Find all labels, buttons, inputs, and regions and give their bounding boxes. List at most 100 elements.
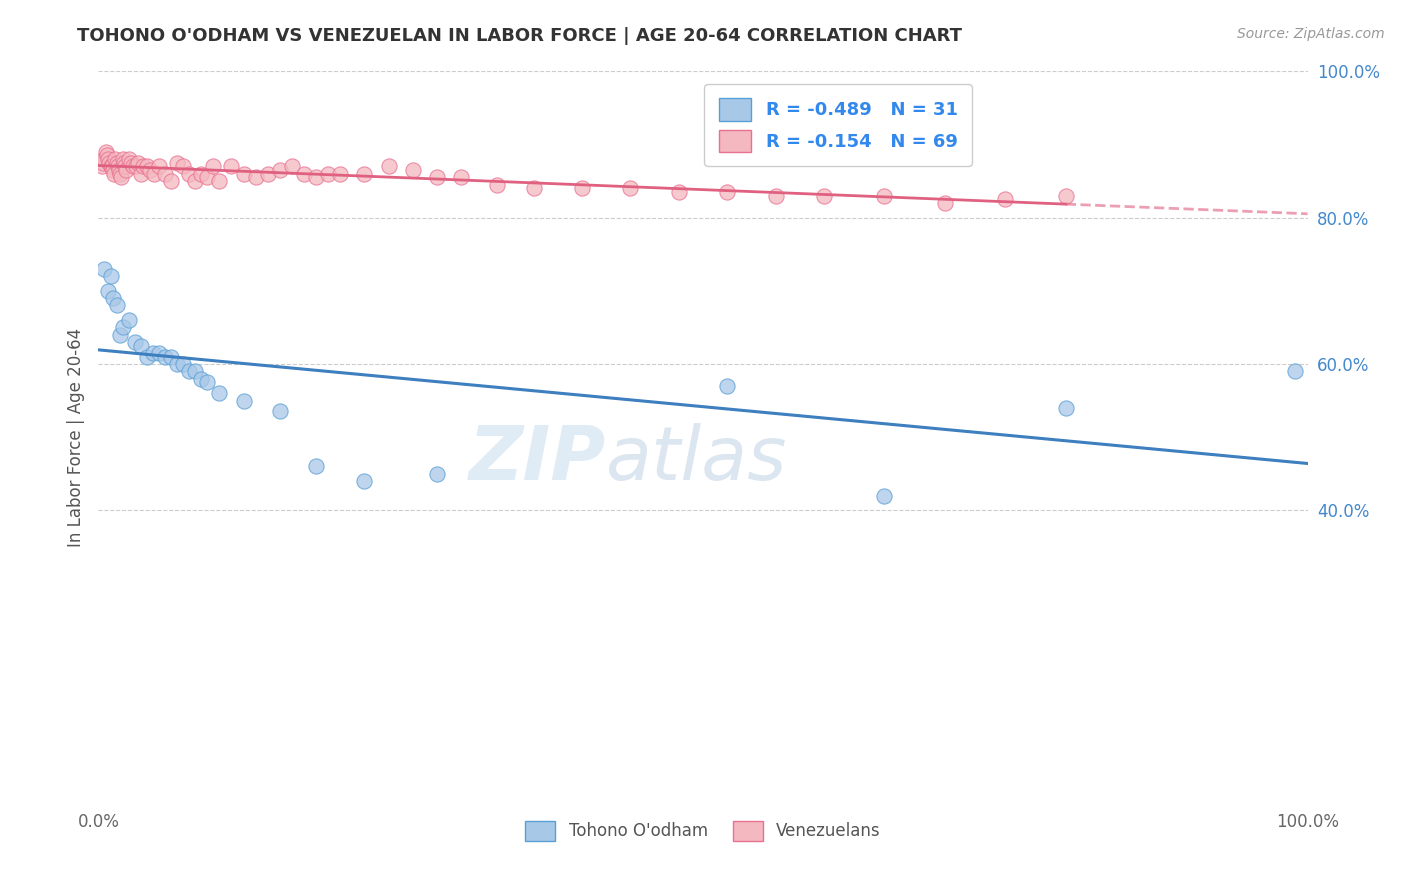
Point	[98, 156, 121, 170]
Point	[179, 167, 201, 181]
Point	[148, 160, 170, 174]
Point	[172, 357, 194, 371]
Point	[166, 357, 188, 371]
Point	[184, 364, 207, 378]
Point	[118, 313, 141, 327]
Point	[305, 170, 328, 185]
Point	[873, 188, 896, 202]
Point	[132, 160, 155, 174]
Point	[115, 163, 138, 178]
Point	[245, 170, 267, 185]
Point	[105, 298, 128, 312]
Point	[112, 156, 135, 170]
Point	[716, 379, 738, 393]
Point	[110, 170, 132, 185]
Point	[619, 181, 641, 195]
Text: TOHONO O'ODHAM VS VENEZUELAN IN LABOR FORCE | AGE 20-64 CORRELATION CHART: TOHONO O'ODHAM VS VENEZUELAN IN LABOR FO…	[77, 27, 962, 45]
Point	[316, 167, 339, 181]
Point	[292, 167, 315, 181]
Point	[160, 350, 183, 364]
Point	[93, 261, 115, 276]
Point	[120, 156, 142, 170]
Point	[129, 338, 152, 352]
Point	[93, 152, 115, 166]
Point	[281, 160, 304, 174]
Point	[426, 467, 449, 481]
Point	[523, 181, 546, 195]
Point	[104, 152, 127, 166]
Point	[232, 167, 254, 181]
Point	[143, 167, 166, 181]
Point	[91, 156, 114, 170]
Point	[377, 160, 399, 174]
Point	[208, 174, 231, 188]
Point	[166, 156, 188, 170]
Point	[107, 160, 129, 174]
Point	[108, 327, 131, 342]
Point	[108, 163, 131, 178]
Point	[124, 334, 146, 349]
Point	[118, 152, 141, 166]
Point	[450, 170, 472, 185]
Point	[195, 376, 218, 390]
Point	[256, 167, 278, 181]
Point	[127, 156, 149, 170]
Point	[101, 291, 124, 305]
Point	[269, 404, 291, 418]
Point	[100, 160, 122, 174]
Text: Source: ZipAtlas.com: Source: ZipAtlas.com	[1237, 27, 1385, 41]
Point	[114, 160, 136, 174]
Text: ZIP: ZIP	[470, 423, 606, 496]
Point	[426, 170, 449, 185]
Point	[353, 167, 375, 181]
Point	[994, 193, 1017, 207]
Point	[765, 188, 787, 202]
Point	[153, 350, 176, 364]
Legend: Tohono O'odham, Venezuelans: Tohono O'odham, Venezuelans	[517, 813, 889, 849]
Point	[111, 320, 134, 334]
Point	[486, 178, 509, 192]
Point	[402, 163, 425, 178]
Point	[934, 196, 956, 211]
Point	[139, 163, 162, 178]
Point	[94, 145, 117, 159]
Point	[111, 152, 134, 166]
Point	[148, 346, 170, 360]
Point	[668, 185, 690, 199]
Point	[97, 152, 120, 166]
Point	[221, 160, 243, 174]
Point	[571, 181, 593, 195]
Point	[100, 269, 122, 284]
Point	[160, 174, 183, 188]
Point	[125, 160, 148, 174]
Point	[135, 160, 157, 174]
Point	[1054, 188, 1077, 202]
Y-axis label: In Labor Force | Age 20-64: In Labor Force | Age 20-64	[66, 327, 84, 547]
Point	[142, 346, 165, 360]
Point	[96, 148, 118, 162]
Point	[232, 393, 254, 408]
Point	[105, 156, 128, 170]
Point	[184, 174, 207, 188]
Point	[100, 160, 122, 174]
Point	[329, 167, 352, 181]
Point	[195, 170, 218, 185]
Point	[129, 167, 152, 181]
Text: atlas: atlas	[606, 423, 787, 495]
Point	[305, 459, 328, 474]
Point	[716, 185, 738, 199]
Point	[190, 167, 212, 181]
Point	[153, 167, 176, 181]
Point	[172, 160, 194, 174]
Point	[101, 163, 124, 178]
Point	[190, 371, 212, 385]
Point	[135, 350, 157, 364]
Point	[202, 160, 225, 174]
Point	[103, 167, 125, 181]
Point	[208, 386, 231, 401]
Point	[1054, 401, 1077, 415]
Point	[122, 160, 145, 174]
Point	[179, 364, 201, 378]
Point	[813, 188, 835, 202]
Point	[269, 163, 291, 178]
